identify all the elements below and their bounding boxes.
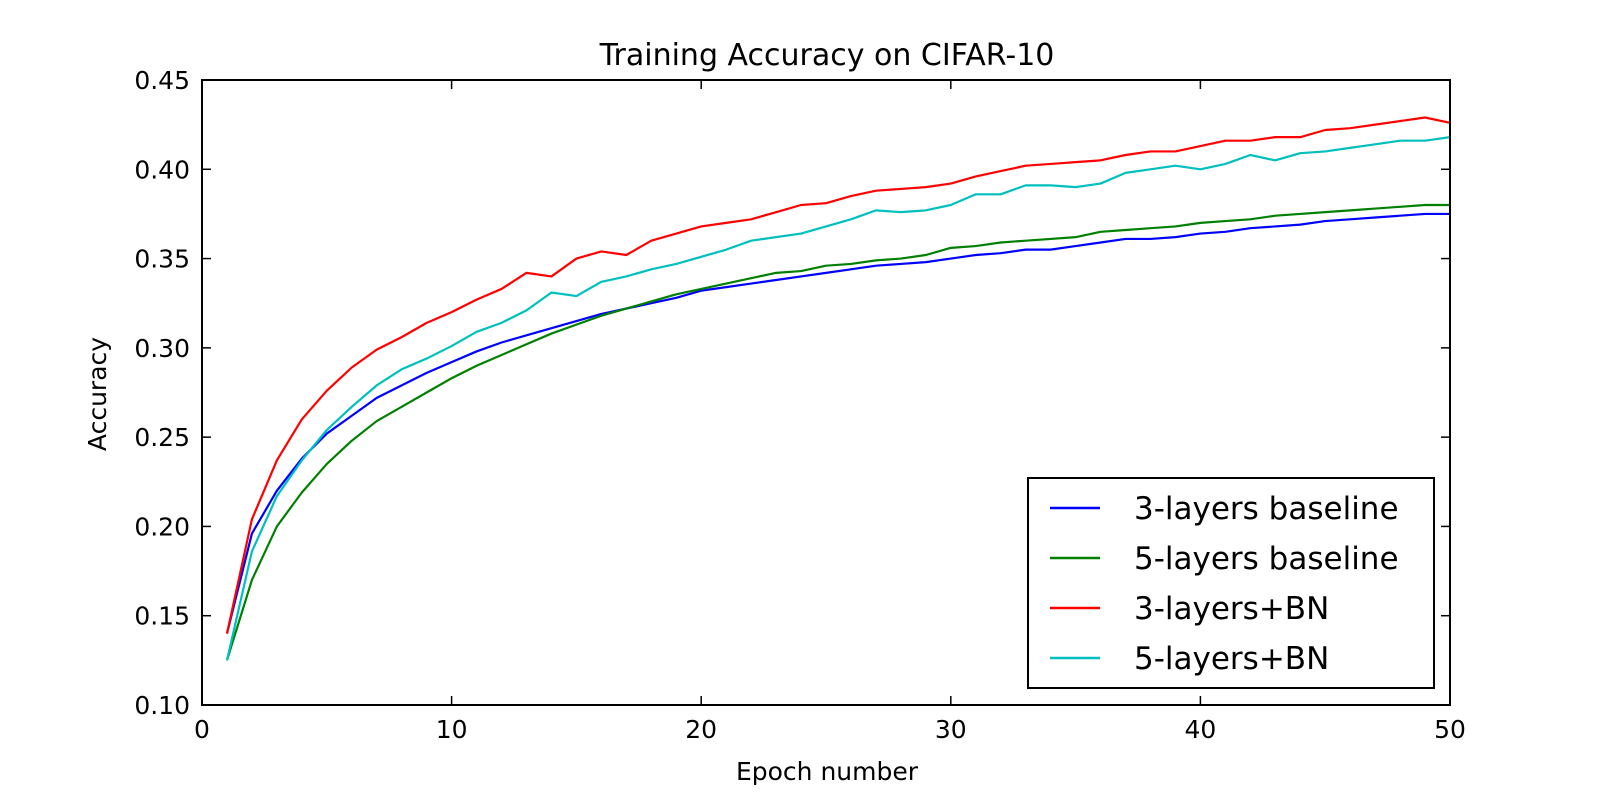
series-line-3 bbox=[225, 116, 1451, 634]
y-tick-label: 0.25 bbox=[134, 423, 190, 452]
series-line-1 bbox=[225, 212, 1450, 634]
x-tick-label: 20 bbox=[685, 715, 717, 744]
x-tick-label: 50 bbox=[1434, 715, 1466, 744]
y-tick-label: 0.45 bbox=[134, 66, 190, 95]
x-tick-label: 30 bbox=[935, 715, 967, 744]
x-tick-label: 0 bbox=[194, 715, 210, 744]
legend-box bbox=[1027, 477, 1435, 689]
series-line-2 bbox=[225, 203, 1450, 661]
legend-label-3: 3-layers+BN bbox=[1134, 591, 1329, 627]
plot-area: 0 10 20 30 40 50 0.10 0.15 0.20 0.25 0.30 0.35 0.40 0… bbox=[134, 66, 1466, 744]
series-line-4 bbox=[225, 136, 1451, 661]
legend-label-1: 3-layers baseline bbox=[1134, 491, 1399, 527]
y-tick-label: 0.10 bbox=[134, 691, 190, 720]
legend-label-2: 5-layers baseline bbox=[1134, 541, 1399, 577]
x-axis-label: Epoch number bbox=[736, 757, 919, 786]
y-tick-label: 0.15 bbox=[134, 602, 190, 631]
y-tick-label: 0.30 bbox=[134, 334, 190, 363]
y-tick-label: 0.20 bbox=[134, 512, 190, 541]
x-tick-label: 40 bbox=[1184, 715, 1216, 744]
y-tick-label: 0.35 bbox=[134, 245, 190, 274]
legend-label-4: 5-layers+BN bbox=[1134, 641, 1329, 677]
legend: 3-layers baseline 5-layers baseline 3-laye… bbox=[1027, 477, 1435, 689]
plot-frame bbox=[201, 79, 1451, 706]
x-tick-label: 10 bbox=[436, 715, 468, 744]
y-axis-label: Accuracy bbox=[83, 337, 112, 451]
chart-title: Training Accuracy on CIFAR-10 bbox=[599, 38, 1055, 73]
y-tick-label: 0.40 bbox=[134, 155, 190, 184]
